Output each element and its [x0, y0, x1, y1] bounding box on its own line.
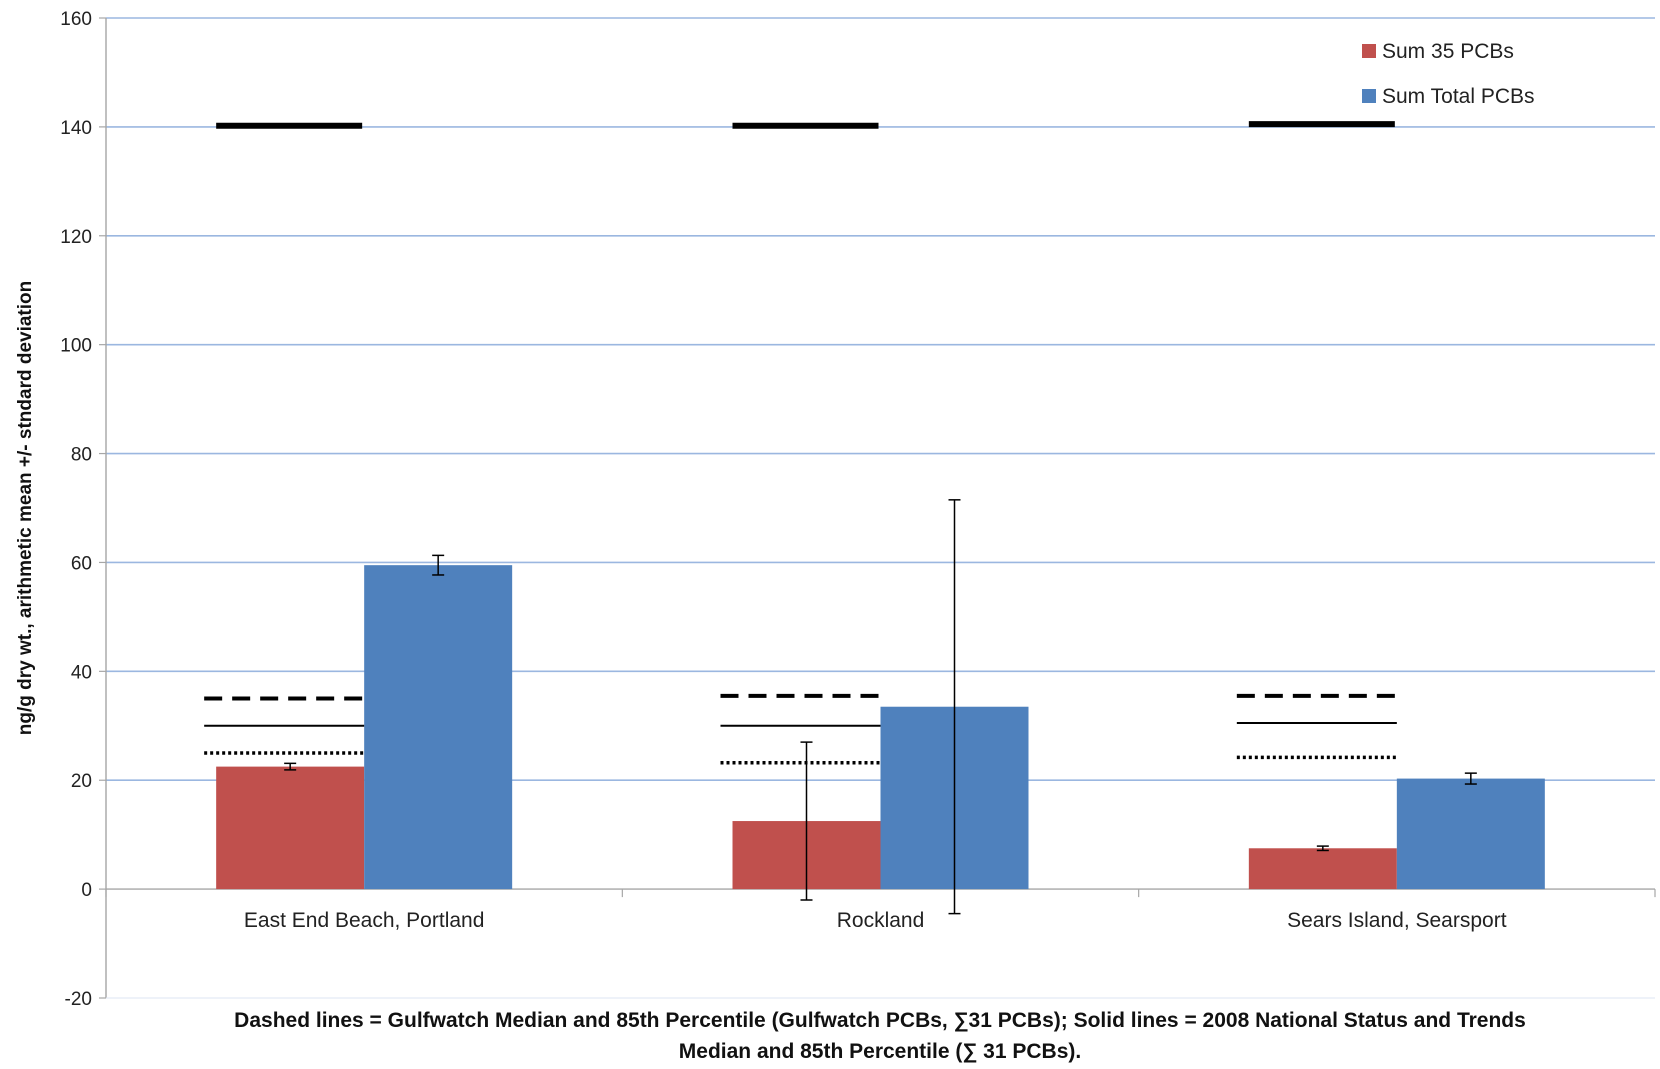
y-tick-label: 60 — [71, 553, 92, 574]
y-tick-label: 20 — [71, 771, 92, 792]
x-category-label: Sears Island, Searsport — [1287, 909, 1507, 932]
y-tick-label: 0 — [81, 880, 92, 901]
x-category-label: Rockland — [837, 909, 925, 932]
y-tick-label: 40 — [71, 662, 92, 683]
reference-lines — [204, 121, 1397, 765]
gridlines — [106, 17, 1655, 782]
labels: 160 140 120 100 80 60 40 20 0 -20 East End Beach, … — [15, 9, 1526, 1063]
x-category-label: East End Beach, Portland — [244, 909, 485, 932]
bar-sum-35 — [216, 766, 365, 890]
error-bars — [284, 499, 1477, 915]
bar-sum-total — [1396, 778, 1545, 890]
y-tick-label: 80 — [71, 445, 92, 466]
y-tick-label: 120 — [60, 227, 92, 248]
chart-caption: Dashed lines = Gulfwatch Median and 85th… — [234, 1009, 1526, 1032]
y-axis-title: ng/g dry wt., arithmetic mean +/- stndar… — [15, 281, 36, 736]
legend-label: Sum 35 PCBs — [1382, 40, 1514, 63]
legend-label: Sum Total PCBs — [1382, 85, 1535, 108]
y-tick-label: 140 — [60, 118, 92, 139]
bar-sum-35 — [1248, 848, 1397, 890]
y-tick-label: -20 — [65, 989, 92, 1010]
bar-sum-total — [364, 565, 513, 890]
chart-caption: Median and 85th Percentile (∑ 31 PCBs). — [679, 1040, 1081, 1063]
bars — [216, 565, 1545, 890]
y-tick-label: 160 — [60, 9, 92, 30]
legend-swatch — [1362, 44, 1376, 58]
y-tick-label: 100 — [60, 336, 92, 357]
legend-swatch — [1362, 89, 1376, 103]
legend: Sum 35 PCBs Sum Total PCBs — [1362, 40, 1535, 108]
